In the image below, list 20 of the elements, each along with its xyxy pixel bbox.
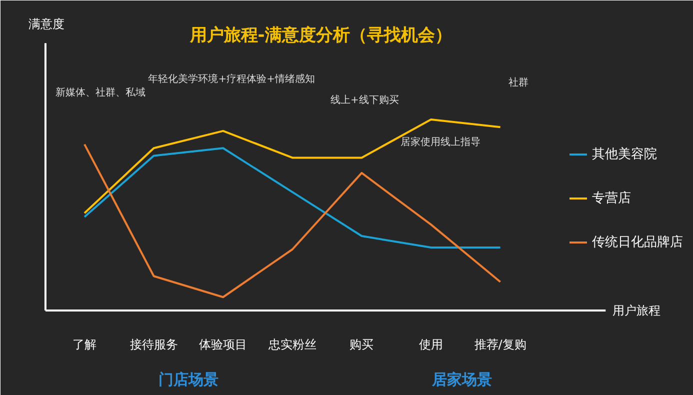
x-tick-label: 购买 [350,338,374,352]
text: 满意度 [28,16,64,31]
text: 门店场景 [158,370,218,388]
legend-label: 传统日化品牌店 [592,234,683,250]
legend-label: 其他美容院 [592,146,657,162]
x-tick-label: 使用 [418,338,443,352]
text: 新媒体、社群、私域 [55,86,146,98]
text: 年轻化美学环境+疗程体验+情绪感知 [148,72,316,85]
legend-label: 专营店 [592,190,631,206]
annotation: 居家使用线上指导 [400,136,480,148]
x-tick-label: 了解 [72,338,96,352]
chart-title: 用户旅程-满意度分析（寻找机会） [188,25,452,46]
text: 线上+线下购买 [330,94,399,106]
x-tick-label: 忠实粉丝 [267,338,316,352]
text: 用户旅程 [612,304,661,318]
x-tick-label: 推荐/复购 [474,338,526,352]
text: 社群 [508,76,529,89]
x-tick-label: 体验项目 [199,338,248,352]
text: 居家场景 [431,370,492,388]
x-tick-label: 接待服务 [130,338,178,352]
